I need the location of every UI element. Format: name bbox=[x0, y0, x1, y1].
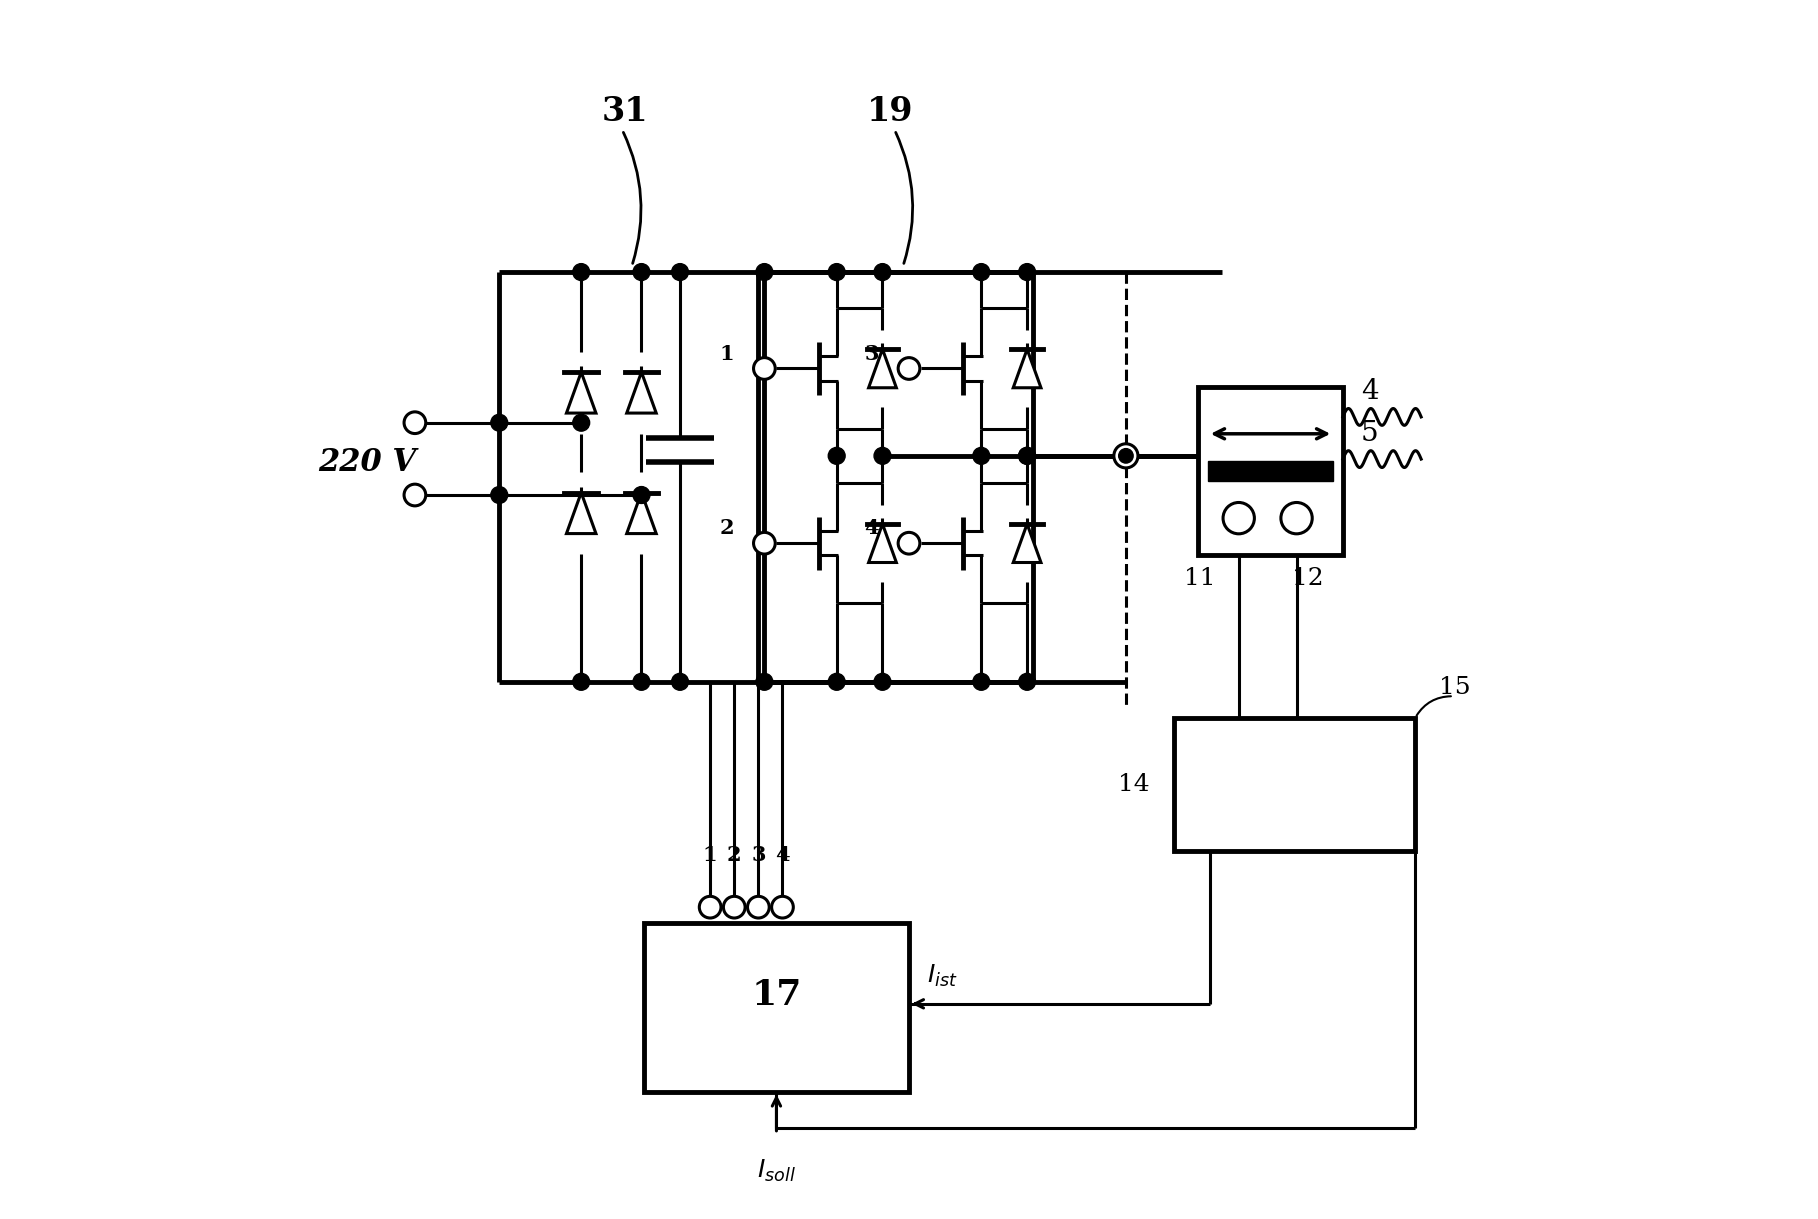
Text: 31: 31 bbox=[602, 95, 649, 128]
Circle shape bbox=[633, 263, 649, 280]
Text: 5: 5 bbox=[1362, 421, 1378, 447]
Circle shape bbox=[1018, 447, 1036, 464]
Text: 17: 17 bbox=[751, 978, 802, 1012]
Circle shape bbox=[633, 673, 649, 690]
Text: 14: 14 bbox=[1118, 773, 1151, 796]
Polygon shape bbox=[1013, 349, 1042, 388]
Circle shape bbox=[404, 412, 425, 434]
Text: 12: 12 bbox=[1293, 567, 1324, 590]
Bar bbox=[644, 923, 909, 1091]
Circle shape bbox=[747, 896, 769, 918]
Text: 220 V: 220 V bbox=[318, 447, 416, 478]
Circle shape bbox=[756, 263, 773, 280]
Text: $I_{ist}$: $I_{ist}$ bbox=[927, 963, 958, 990]
Text: 3: 3 bbox=[751, 845, 765, 865]
Text: 15: 15 bbox=[1440, 675, 1471, 698]
Bar bbox=[1198, 386, 1344, 556]
Text: 3: 3 bbox=[864, 344, 878, 363]
Text: 2: 2 bbox=[720, 518, 734, 539]
Circle shape bbox=[973, 263, 989, 280]
Circle shape bbox=[1114, 444, 1138, 468]
Circle shape bbox=[771, 896, 793, 918]
Circle shape bbox=[829, 447, 845, 464]
Circle shape bbox=[756, 673, 773, 690]
Polygon shape bbox=[869, 524, 896, 562]
Text: 1: 1 bbox=[720, 344, 734, 363]
Circle shape bbox=[1282, 502, 1313, 534]
Circle shape bbox=[671, 263, 689, 280]
Circle shape bbox=[573, 673, 589, 690]
Circle shape bbox=[491, 414, 507, 432]
Circle shape bbox=[700, 896, 722, 918]
Text: 2: 2 bbox=[727, 845, 742, 865]
Text: $I_{soll}$: $I_{soll}$ bbox=[756, 1158, 796, 1184]
Text: 11: 11 bbox=[1184, 567, 1214, 590]
Polygon shape bbox=[567, 372, 596, 413]
Circle shape bbox=[573, 414, 589, 432]
Circle shape bbox=[724, 896, 745, 918]
Bar bbox=[1174, 718, 1414, 851]
Circle shape bbox=[1018, 447, 1036, 464]
Circle shape bbox=[1224, 502, 1254, 534]
Circle shape bbox=[491, 486, 507, 503]
Circle shape bbox=[404, 484, 425, 506]
Text: 4: 4 bbox=[1362, 378, 1378, 405]
Bar bbox=[758, 272, 1033, 681]
Circle shape bbox=[973, 673, 989, 690]
Polygon shape bbox=[627, 372, 656, 413]
Polygon shape bbox=[627, 492, 656, 534]
Polygon shape bbox=[869, 349, 896, 388]
Circle shape bbox=[874, 673, 891, 690]
Circle shape bbox=[1118, 449, 1133, 463]
Text: 1: 1 bbox=[704, 845, 718, 865]
Circle shape bbox=[1018, 263, 1036, 280]
Polygon shape bbox=[567, 492, 596, 534]
Circle shape bbox=[671, 673, 689, 690]
Bar bbox=[1207, 461, 1333, 480]
Circle shape bbox=[753, 357, 774, 379]
Circle shape bbox=[898, 533, 920, 555]
Text: 4: 4 bbox=[774, 845, 789, 865]
Circle shape bbox=[829, 263, 845, 280]
Circle shape bbox=[633, 486, 649, 503]
Text: 4: 4 bbox=[864, 518, 878, 539]
Circle shape bbox=[874, 447, 891, 464]
Circle shape bbox=[829, 673, 845, 690]
Circle shape bbox=[898, 357, 920, 379]
Text: 19: 19 bbox=[867, 95, 913, 128]
Circle shape bbox=[573, 263, 589, 280]
Circle shape bbox=[874, 263, 891, 280]
Polygon shape bbox=[1013, 524, 1042, 562]
Circle shape bbox=[1018, 673, 1036, 690]
Circle shape bbox=[753, 533, 774, 555]
Circle shape bbox=[973, 447, 989, 464]
